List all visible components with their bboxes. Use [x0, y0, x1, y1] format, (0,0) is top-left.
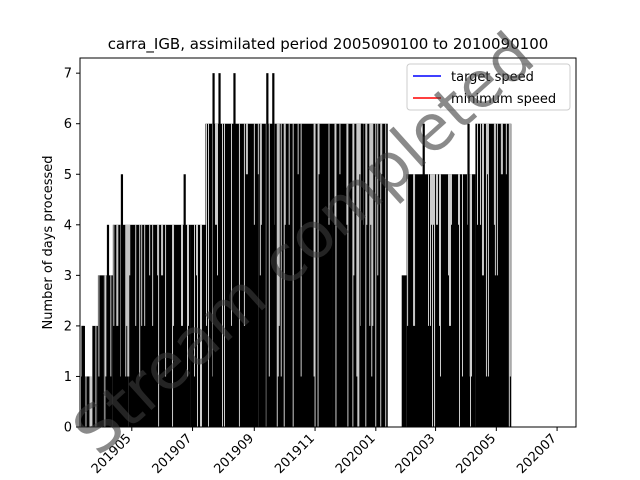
peak-bar	[218, 73, 221, 428]
peak-bar	[272, 73, 275, 428]
period-bar	[332, 123, 388, 427]
peak-bar	[212, 73, 215, 428]
x-tick-label: 202007	[514, 431, 560, 477]
y-tick-label: 4	[64, 218, 72, 233]
legend-label-minimum-speed: minimum speed	[451, 92, 556, 107]
peak-bar	[266, 73, 269, 428]
y-tick-label: 6	[64, 117, 72, 132]
plot-frame	[79, 57, 577, 428]
chart-title: carra_IGB, assimilated period 2005090100…	[108, 35, 549, 54]
peak-bar	[106, 224, 110, 427]
x-tick-label: 202003	[393, 431, 439, 477]
x-tick-label: 201909	[211, 431, 257, 477]
period-bar	[401, 275, 407, 427]
peak-bar	[183, 174, 186, 427]
y-axis: 0 1 2 3 4 5 6 7	[64, 67, 80, 436]
y-axis-label: Number of days processed	[41, 155, 56, 329]
peak-bar	[360, 123, 364, 427]
x-tick-label: 201911	[272, 431, 318, 477]
peak-bar	[467, 123, 470, 427]
legend-box	[406, 63, 571, 111]
peak-bar	[81, 325, 85, 427]
y-tick-label: 3	[64, 269, 72, 284]
bars-layer	[80, 73, 512, 428]
peak-bar	[120, 174, 124, 427]
period-bar	[91, 325, 98, 427]
y-tick-label: 0	[64, 421, 72, 436]
legend: target speed minimum speed	[406, 63, 571, 111]
y-tick-label: 1	[64, 370, 72, 385]
period-bar	[128, 224, 191, 427]
legend-label-target-speed: target speed	[451, 70, 534, 85]
period-bar	[97, 275, 104, 427]
x-axis: 201905 201907 201909 201911 202001 202003 2020…	[89, 427, 560, 477]
x-tick-label: 202001	[333, 431, 379, 477]
x-tick-label: 201907	[150, 431, 196, 477]
y-tick-label: 2	[64, 319, 72, 334]
period-bar	[293, 123, 333, 427]
y-tick-label: 5	[64, 168, 72, 183]
peak-bar	[233, 73, 236, 428]
y-tick-label: 7	[64, 67, 72, 82]
period-bar	[84, 376, 92, 427]
x-tick-label: 202005	[453, 431, 499, 477]
peak-bar	[422, 123, 425, 427]
period-bar	[258, 123, 294, 427]
period-bar	[475, 123, 512, 427]
